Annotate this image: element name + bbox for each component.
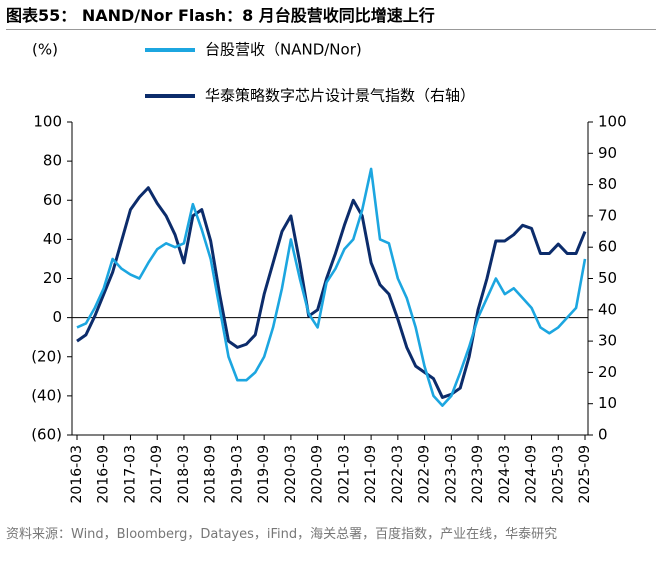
x-tick-label: 2024-03	[497, 445, 513, 504]
y-tick-label: (20)	[31, 347, 62, 365]
y2-tick-label: 70	[598, 206, 617, 224]
y-tick-label: (60)	[31, 426, 62, 444]
x-tick-label: 2020-09	[310, 445, 326, 504]
y2-tick-label: 80	[598, 175, 617, 193]
chart: (%) (60) (40) (20) 0 20 40 60 80 100 0 10 20 30 40 50 6…	[31, 41, 627, 504]
y2-tick-label: 40	[598, 300, 617, 318]
y2-tick-label: 20	[598, 363, 617, 381]
x-tick-label: 2020-03	[283, 445, 299, 504]
x-tick-label: 2018-09	[203, 445, 219, 504]
x-tick-label: 2017-03	[122, 445, 138, 504]
x-tick-label: 2023-09	[470, 445, 486, 504]
y2-tick-label: 60	[598, 238, 617, 256]
series-line	[76, 186, 587, 399]
x-tick-label: 2024-09	[524, 445, 540, 504]
x-tick-label: 2022-03	[390, 445, 406, 504]
y2-tick-label: 50	[598, 269, 617, 287]
x-tick-label: 2021-03	[336, 445, 352, 504]
legend-label: 华泰策略数字芯片设计景气指数（右轴）	[205, 87, 475, 105]
x-tick-label: 2016-09	[96, 445, 112, 504]
legend-label: 台股营收（NAND/Nor)	[205, 41, 362, 59]
y2-tick-label: 100	[598, 113, 627, 131]
y2-tick-label: 30	[598, 332, 617, 350]
y-tick-label: 40	[43, 230, 62, 248]
x-tick-label: 2016-03	[69, 445, 85, 504]
chart-title: 图表55： NAND/Nor Flash：8 月台股营收同比增速上行	[6, 2, 656, 30]
y2-tick-label: 90	[598, 144, 617, 162]
x-tick-label: 2025-09	[577, 445, 593, 504]
y-tick-label: 100	[33, 113, 62, 131]
source-note: 资料来源：Wind，Bloomberg，Datayes，iFind，海关总署，百…	[6, 527, 558, 542]
y-tick-label: (40)	[31, 386, 62, 404]
y-tick-label: 0	[52, 308, 62, 326]
y-unit: (%)	[32, 41, 58, 59]
series-line	[76, 167, 587, 407]
y-tick-label: 60	[43, 191, 62, 209]
x-tick-label: 2023-03	[443, 445, 459, 504]
y2-tick-label: 10	[598, 394, 617, 412]
x-tick-label: 2021-09	[363, 445, 379, 504]
y-tick-label: 20	[43, 269, 62, 287]
x-tick-label: 2019-03	[229, 445, 245, 504]
x-tick-label: 2019-09	[256, 445, 272, 504]
x-tick-label: 2025-03	[550, 445, 566, 504]
x-tick-label: 2017-09	[149, 445, 165, 504]
y2-tick-label: 0	[598, 426, 608, 444]
x-tick-label: 2022-09	[417, 445, 433, 504]
y-tick-label: 80	[43, 152, 62, 170]
x-tick-label: 2018-03	[176, 445, 192, 504]
